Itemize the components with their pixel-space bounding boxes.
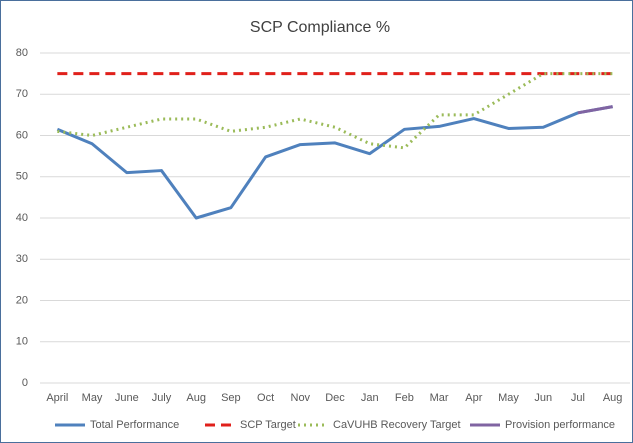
x-tick-label: Jun bbox=[534, 392, 552, 404]
x-tick-label: Feb bbox=[395, 392, 414, 404]
x-tick-label: Aug bbox=[186, 392, 206, 404]
x-tick-label: July bbox=[152, 392, 172, 404]
series-line bbox=[577, 105, 613, 115]
x-tick-label: May bbox=[498, 392, 519, 404]
legend-label: SCP Target bbox=[240, 419, 296, 431]
x-tick-label: Mar bbox=[430, 392, 449, 404]
x-tick-label: Jul bbox=[571, 392, 585, 404]
y-tick-label: 50 bbox=[16, 171, 28, 183]
x-tick-label: Sep bbox=[221, 392, 241, 404]
legend-label: Total Performance bbox=[90, 419, 179, 431]
x-tick-label: Dec bbox=[325, 392, 345, 404]
series-line bbox=[56, 105, 613, 220]
y-tick-label: 70 bbox=[16, 88, 28, 100]
x-tick-label: May bbox=[82, 392, 103, 404]
legend-label: CaVUHB Recovery Target bbox=[333, 419, 461, 431]
y-tick-label: 60 bbox=[16, 129, 28, 141]
y-tick-label: 0 bbox=[22, 377, 28, 389]
series-line bbox=[57, 72, 613, 150]
y-tick-label: 80 bbox=[16, 47, 28, 59]
y-tick-label: 10 bbox=[16, 336, 28, 348]
x-tick-label: Oct bbox=[257, 392, 274, 404]
x-tick-label: Nov bbox=[291, 392, 311, 404]
x-tick-label: April bbox=[46, 392, 68, 404]
chart-title: SCP Compliance % bbox=[250, 19, 390, 36]
y-tick-label: 40 bbox=[16, 212, 28, 224]
y-tick-label: 20 bbox=[16, 294, 28, 306]
x-tick-label: Apr bbox=[465, 392, 482, 404]
legend-label: Provision performance bbox=[505, 419, 615, 431]
y-tick-label: 30 bbox=[16, 253, 28, 265]
x-tick-label: June bbox=[115, 392, 139, 404]
x-tick-label: Jan bbox=[361, 392, 379, 404]
x-tick-label: Aug bbox=[603, 392, 623, 404]
